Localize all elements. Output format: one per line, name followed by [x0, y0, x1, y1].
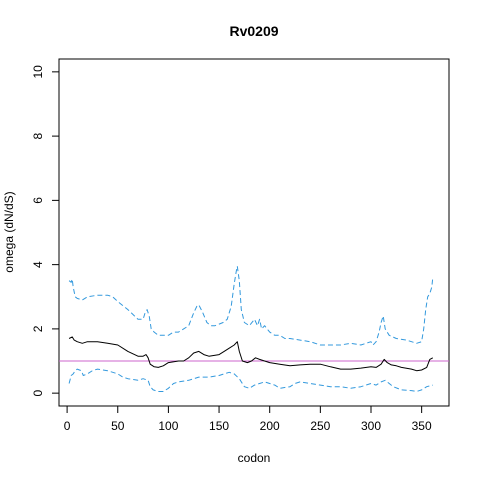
x-tick-label: 50 — [111, 419, 125, 433]
y-tick-label: 6 — [31, 197, 45, 204]
y-tick-label: 2 — [31, 325, 45, 332]
x-tick-label: 200 — [260, 419, 280, 433]
x-axis: 0 50 100 150 200 250 300 350 — [64, 405, 432, 433]
x-tick-label: 150 — [209, 419, 229, 433]
series-line-lower — [68, 368, 433, 392]
chart-title: Rv0209 — [229, 23, 278, 39]
x-tick-label: 100 — [158, 419, 178, 433]
x-tick-label: 300 — [361, 419, 381, 433]
y-axis-label: omega (dN/dS) — [2, 191, 16, 272]
y-tick-label: 0 — [31, 389, 45, 396]
y-axis: 0 2 4 6 8 10 — [31, 65, 60, 396]
y-tick-label: 10 — [31, 65, 45, 79]
x-axis-label: codon — [238, 451, 271, 465]
series-line-upper — [68, 265, 434, 346]
y-tick-label: 4 — [31, 261, 45, 268]
x-tick-label: 0 — [64, 419, 71, 433]
series-line-median — [68, 336, 434, 372]
series-layer — [68, 265, 434, 392]
x-tick-label: 350 — [412, 419, 432, 433]
y-tick-label: 8 — [31, 132, 45, 139]
plot-frame — [58, 58, 450, 407]
x-tick-label: 250 — [310, 419, 330, 433]
